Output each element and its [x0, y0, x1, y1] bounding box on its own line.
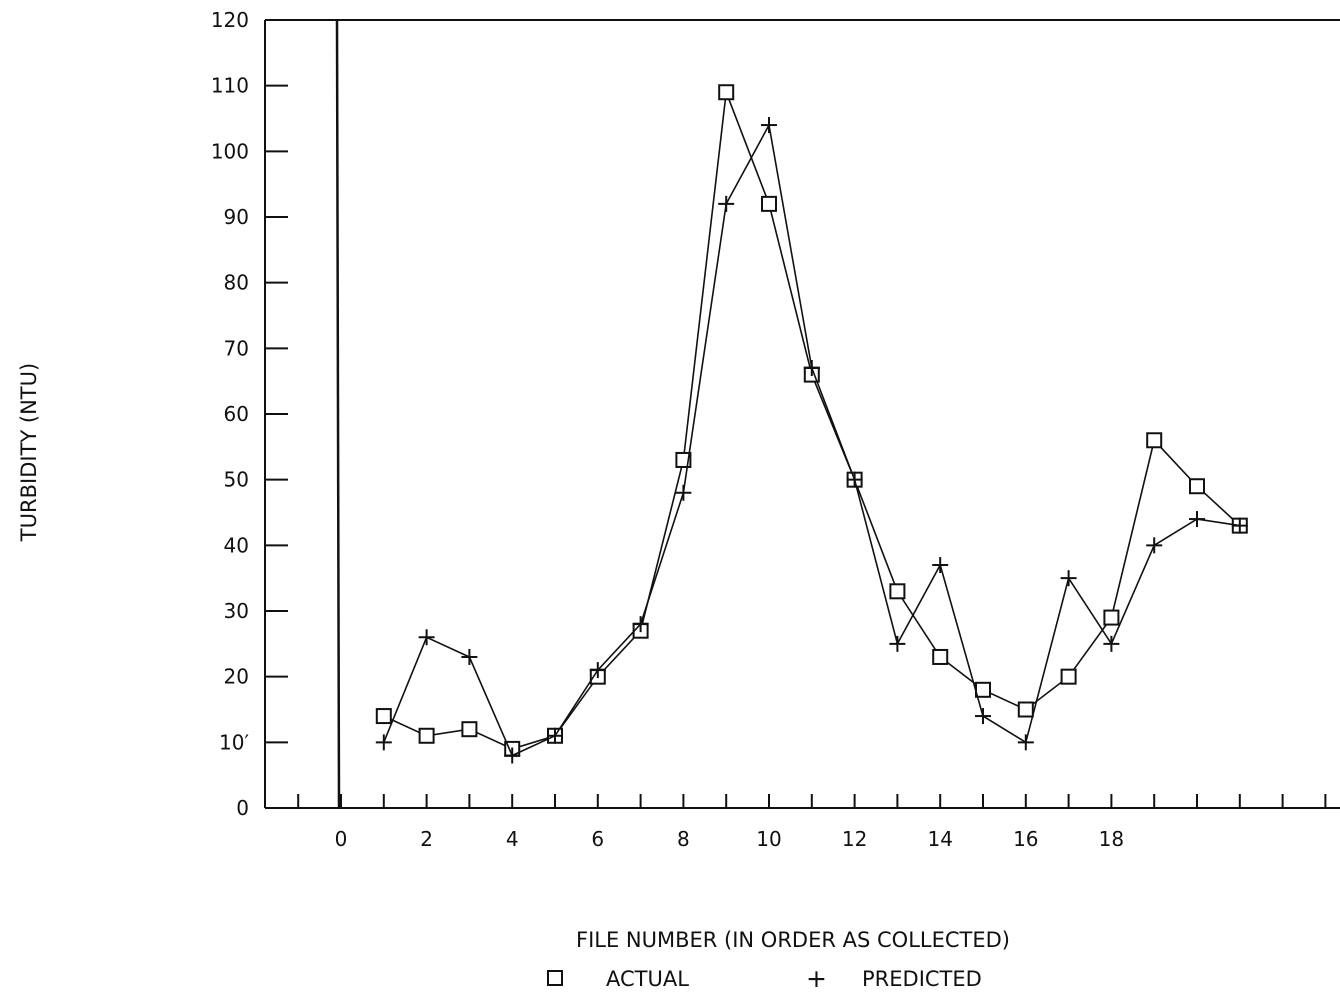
predicted-data-point [846, 471, 863, 488]
actual-data-point [375, 708, 392, 725]
actual-data-point [932, 648, 949, 665]
axes-layer: 0 10′ 20 30 40 50 60 70 80 90 100 110 120 0 2 4 6 8 10 12 14… [211, 8, 1340, 851]
actual-data-point [718, 84, 735, 101]
legend-plus-marker: + [806, 964, 827, 993]
actual-data-point [1146, 432, 1163, 449]
x-tick-label: 8 [677, 827, 690, 851]
x-tick-label: 6 [591, 827, 604, 851]
predicted-data-point [803, 360, 820, 377]
y-tick-label: 60 [224, 402, 249, 426]
x-tick-label: 2 [420, 827, 433, 851]
actual-data-point [889, 583, 906, 600]
y-tick-label: 40 [224, 533, 249, 557]
y-tick-label: 90 [224, 205, 249, 229]
x-tick-label: 10 [756, 827, 781, 851]
legend: ACTUAL + PREDICTED [547, 964, 982, 993]
predicted-data-point [504, 747, 521, 764]
y-tick-label: 20 [224, 665, 249, 689]
actual-data-point [1103, 609, 1120, 626]
predicted-data-point [1231, 517, 1248, 534]
y-tick-label: 70 [224, 336, 249, 360]
predicted-data-point [547, 727, 563, 744]
y-tick-label: 100 [211, 139, 249, 163]
actual-data-point [461, 721, 478, 738]
y-tick-label: 110 [211, 74, 249, 98]
actual-data-point [761, 195, 777, 212]
y-tick-label: 80 [224, 271, 249, 295]
x-tick-label: 16 [1013, 827, 1038, 851]
series-layer [375, 84, 1248, 764]
x-tick-label: 14 [927, 827, 952, 851]
actual-data-point [418, 727, 435, 744]
predicted-data-point [1146, 537, 1163, 554]
y-tick-label: 30 [224, 599, 249, 623]
legend-label-actual: ACTUAL [606, 967, 689, 991]
legend-label-predicted: PREDICTED [862, 967, 982, 991]
predicted-data-point [675, 484, 692, 501]
y-tick-label: 50 [224, 468, 249, 492]
legend-item-actual: ACTUAL [547, 967, 689, 991]
actual-data-point [975, 681, 991, 698]
predicted-data-point [889, 635, 906, 652]
x-axis-label: FILE NUMBER (IN ORDER AS COLLECTED) [576, 928, 1010, 952]
actual-data-point [1017, 701, 1034, 718]
predicted-data-point [932, 557, 949, 574]
predicted-data-point [589, 662, 606, 679]
actual-data-point [675, 451, 692, 468]
labels-layer: TURBIDITY (NTU) FILE NUMBER (IN ORDER AS… [17, 363, 1010, 952]
predicted-data-point [461, 648, 478, 665]
predicted-data-point [418, 629, 435, 646]
legend-square-marker [547, 970, 563, 986]
series-line-predicted [383, 122, 1240, 757]
y-tick-label: 10′ [219, 730, 249, 754]
x-tick-label: 0 [335, 827, 348, 851]
y-tick-label: 120 [211, 8, 249, 32]
predicted-data-point [761, 117, 777, 134]
predicted-data-point [718, 195, 735, 212]
x-tick-label: 18 [1099, 827, 1124, 851]
x-tick-label: 12 [842, 827, 867, 851]
predicted-data-point [1189, 511, 1205, 528]
predicted-data-point [975, 708, 991, 725]
predicted-data-point [375, 734, 392, 751]
y-tick-label: 0 [236, 796, 249, 820]
predicted-data-point [1017, 734, 1034, 751]
y-axis-label: TURBIDITY (NTU) [17, 363, 41, 542]
actual-data-point [1189, 478, 1205, 495]
predicted-data-point [1060, 570, 1077, 587]
zero-reference-line [335, 19, 341, 809]
predicted-data-point [632, 616, 649, 633]
legend-item-predicted: + PREDICTED [806, 964, 982, 993]
actual-data-point [1060, 668, 1077, 685]
x-tick-label: 4 [506, 827, 519, 851]
predicted-data-point [1103, 635, 1120, 652]
